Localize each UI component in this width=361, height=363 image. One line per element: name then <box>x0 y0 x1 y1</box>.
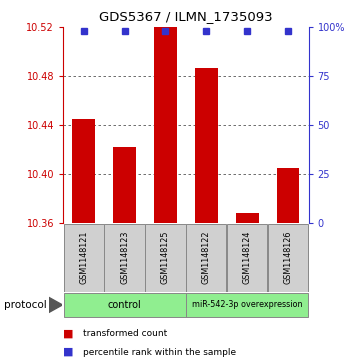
Bar <box>113 147 136 223</box>
Bar <box>268 224 308 292</box>
Text: ■: ■ <box>63 347 74 357</box>
Text: control: control <box>108 300 142 310</box>
Polygon shape <box>49 297 62 313</box>
Text: GSM1148123: GSM1148123 <box>120 231 129 285</box>
Bar <box>186 224 226 292</box>
Text: protocol: protocol <box>4 300 46 310</box>
Text: GSM1148124: GSM1148124 <box>243 231 252 285</box>
Bar <box>104 224 145 292</box>
Bar <box>227 224 268 292</box>
Bar <box>145 224 186 292</box>
Text: GSM1148122: GSM1148122 <box>202 231 211 285</box>
Text: GSM1148126: GSM1148126 <box>284 231 293 285</box>
Text: ■: ■ <box>63 328 74 338</box>
Bar <box>277 168 299 223</box>
Bar <box>195 68 218 223</box>
Bar <box>64 293 186 317</box>
Bar <box>154 26 177 223</box>
Bar <box>72 119 95 223</box>
Text: percentile rank within the sample: percentile rank within the sample <box>83 348 236 356</box>
Text: miR-542-3p overexpression: miR-542-3p overexpression <box>192 301 303 309</box>
Title: GDS5367 / ILMN_1735093: GDS5367 / ILMN_1735093 <box>99 10 273 23</box>
Text: GSM1148125: GSM1148125 <box>161 231 170 285</box>
Bar <box>186 293 308 317</box>
Bar <box>64 224 104 292</box>
Text: GSM1148121: GSM1148121 <box>79 231 88 285</box>
Text: transformed count: transformed count <box>83 329 167 338</box>
Bar <box>236 213 258 223</box>
